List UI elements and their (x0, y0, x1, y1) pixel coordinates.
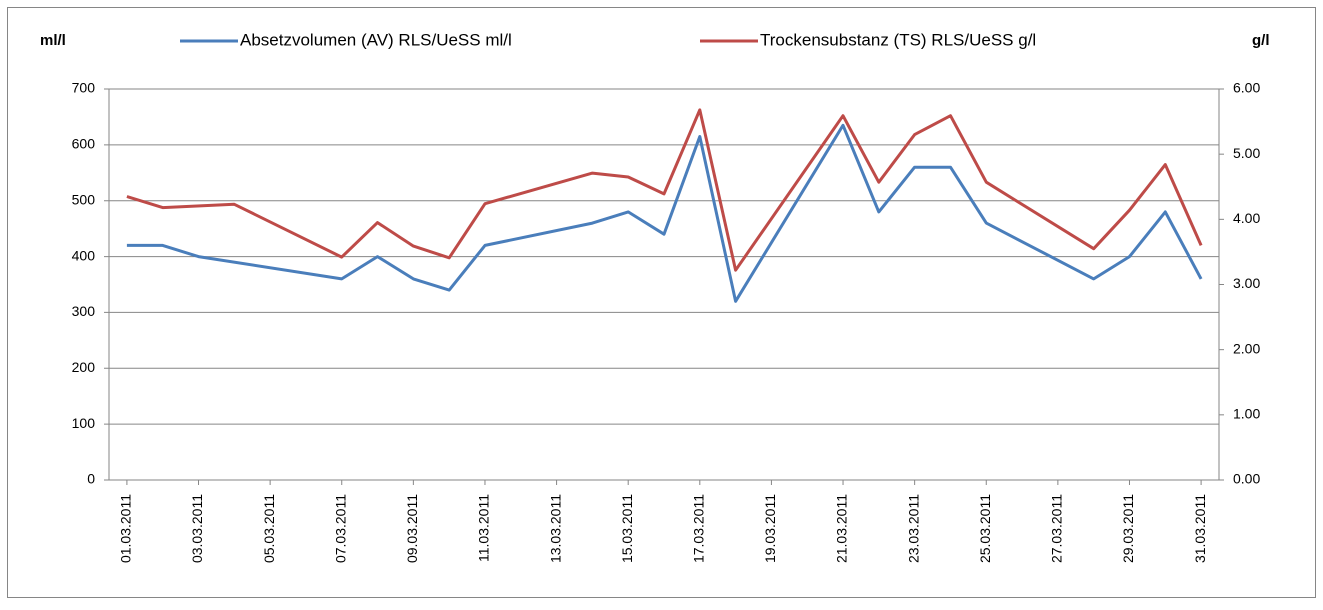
x-tick-label: 03.03.2011 (189, 494, 205, 563)
y-tick-label: 200 (72, 359, 96, 375)
y2-tick-label: 6.00 (1233, 80, 1260, 96)
data-line (126, 123, 1203, 303)
y-tick-label: 300 (72, 303, 96, 319)
x-tick-label: 15.03.2011 (619, 494, 635, 563)
y2-axis-label: g/l (1252, 32, 1270, 49)
y-tick-label: 400 (72, 247, 96, 263)
y2-tick-label: 0.00 (1233, 471, 1260, 487)
x-tick-label: 01.03.2011 (118, 494, 134, 563)
chart-frame (7, 7, 1316, 598)
x-tick-label: 21.03.2011 (834, 494, 850, 563)
x-tick-label: 25.03.2011 (977, 494, 993, 563)
y-axis-label: ml/l (40, 32, 66, 49)
x-tick-label: 23.03.2011 (905, 494, 921, 563)
legend-label: Trockensubstanz (TS) RLS/UeSS g/l (760, 30, 1036, 49)
y-tick-label: 500 (72, 191, 96, 207)
legend-label: Absetzvolumen (AV) RLS/UeSS ml/l (240, 30, 512, 49)
y2-tick-label: 4.00 (1233, 210, 1260, 226)
y-tick-label: 100 (72, 415, 96, 431)
y-tick-label: 600 (72, 136, 96, 152)
y2-tick-label: 5.00 (1233, 145, 1260, 161)
y2-tick-label: 3.00 (1233, 275, 1260, 291)
x-tick-label: 09.03.2011 (404, 494, 420, 563)
x-tick-label: 07.03.2011 (332, 494, 348, 563)
x-tick-label: 31.03.2011 (1192, 494, 1208, 563)
x-tick-label: 11.03.2011 (476, 494, 492, 562)
y2-tick-label: 2.00 (1233, 340, 1260, 356)
x-tick-label: 27.03.2011 (1049, 494, 1065, 563)
x-tick-label: 29.03.2011 (1120, 494, 1136, 563)
x-tick-label: 05.03.2011 (261, 494, 277, 563)
x-tick-label: 13.03.2011 (547, 494, 563, 563)
y-tick-label: 700 (72, 80, 96, 96)
data-line (126, 108, 1203, 272)
y2-tick-label: 1.00 (1233, 406, 1260, 422)
y-tick-label: 0 (87, 471, 95, 487)
x-tick-label: 17.03.2011 (691, 494, 707, 563)
x-tick-label: 19.03.2011 (762, 494, 778, 563)
